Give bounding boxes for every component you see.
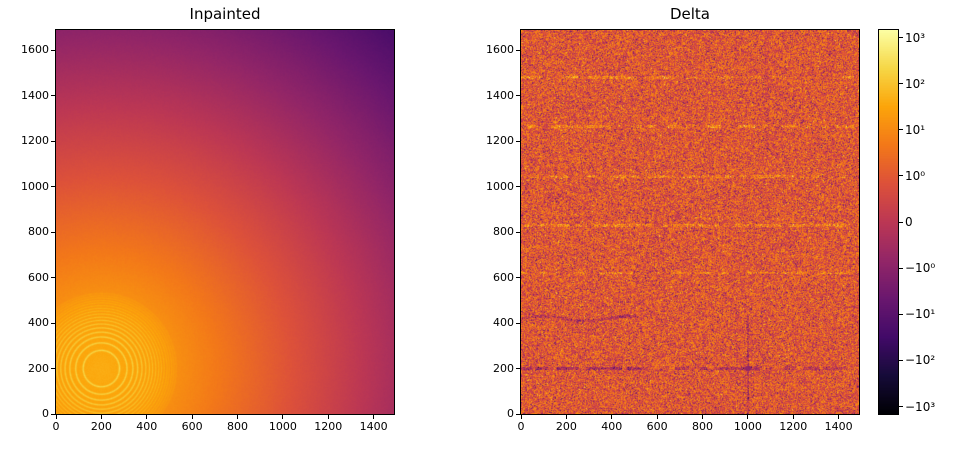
x-tick-mark xyxy=(327,415,329,419)
colorbar-tick-mark xyxy=(899,83,903,85)
y-tick-label: 200 xyxy=(493,361,514,375)
x-tick-label: 1400 xyxy=(824,420,853,433)
x-tick-mark xyxy=(146,415,148,419)
colorbar-tick-label: −10⁰ xyxy=(905,261,936,276)
y-tick-label: 800 xyxy=(493,225,514,239)
x-tick-mark xyxy=(701,415,703,419)
y-tick-mark xyxy=(51,322,55,324)
colorbar-tick-mark xyxy=(899,313,903,315)
delta-heatmap-image xyxy=(521,30,859,414)
y-tick-label: 1000 xyxy=(486,179,514,193)
y-tick-mark xyxy=(516,322,520,324)
y-tick-label: 1400 xyxy=(21,88,49,102)
y-tick-mark xyxy=(516,140,520,142)
subplot-title-delta: Delta xyxy=(669,5,711,23)
colorbar-tick-label: −10³ xyxy=(905,399,936,414)
colorbar-tick-label: −10¹ xyxy=(905,307,936,322)
colorbar-tick-label: 10⁰ xyxy=(905,168,926,183)
x-tick-mark xyxy=(792,415,794,419)
y-tick-mark xyxy=(51,368,55,370)
x-tick-label: 600 xyxy=(646,420,668,433)
x-tick-label: 1200 xyxy=(314,420,343,433)
y-tick-mark xyxy=(51,413,55,415)
y-tick-label: 0 xyxy=(42,407,49,420)
y-tick-label: 800 xyxy=(28,225,49,239)
y-tick-label: 1400 xyxy=(486,88,514,102)
y-tick-mark xyxy=(516,186,520,188)
y-tick-label: 1600 xyxy=(486,43,514,57)
x-tick-label: 1000 xyxy=(733,420,762,433)
y-tick-mark xyxy=(516,413,520,415)
x-tick-mark xyxy=(747,415,749,419)
y-tick-label: 400 xyxy=(493,316,514,330)
y-tick-label: 600 xyxy=(493,270,514,284)
colorbar-tick-label: 0 xyxy=(905,215,913,229)
y-tick-mark xyxy=(51,231,55,233)
x-tick-mark xyxy=(100,415,102,419)
colorbar-tick-mark xyxy=(899,221,903,223)
y-tick-mark xyxy=(51,95,55,97)
colorbar-tick-label: 10² xyxy=(905,76,926,91)
y-tick-mark xyxy=(51,49,55,51)
colorbar-gradient xyxy=(879,30,898,414)
inpainted-heatmap-image xyxy=(56,30,394,414)
x-tick-label: 1000 xyxy=(268,420,297,433)
x-tick-mark xyxy=(236,415,238,419)
y-tick-label: 0 xyxy=(507,407,514,420)
delta-axes xyxy=(520,29,860,415)
y-tick-mark xyxy=(51,186,55,188)
x-tick-label: 400 xyxy=(136,420,158,433)
x-tick-label: 200 xyxy=(555,420,577,433)
y-tick-label: 1000 xyxy=(21,179,49,193)
y-tick-mark xyxy=(516,95,520,97)
y-tick-label: 1200 xyxy=(486,134,514,148)
x-tick-mark xyxy=(282,415,284,419)
colorbar-tick-label: 10³ xyxy=(905,30,926,45)
x-tick-label: 0 xyxy=(52,420,60,433)
y-tick-label: 1600 xyxy=(21,43,49,57)
y-tick-label: 400 xyxy=(28,316,49,330)
x-tick-label: 0 xyxy=(517,420,525,433)
colorbar-tick-mark xyxy=(899,175,903,177)
x-tick-mark xyxy=(838,415,840,419)
y-tick-mark xyxy=(516,368,520,370)
colorbar-tick-mark xyxy=(899,267,903,269)
y-tick-mark xyxy=(516,49,520,51)
x-tick-label: 1400 xyxy=(359,420,388,433)
x-tick-mark xyxy=(191,415,193,419)
y-tick-mark xyxy=(516,231,520,233)
x-tick-label: 800 xyxy=(226,420,248,433)
x-tick-label: 200 xyxy=(90,420,112,433)
x-tick-mark xyxy=(55,415,57,419)
y-tick-mark xyxy=(51,277,55,279)
x-tick-mark xyxy=(611,415,613,419)
colorbar-tick-mark xyxy=(899,37,903,38)
colorbar-tick-label: −10² xyxy=(905,353,936,368)
colorbar-tick-mark xyxy=(899,129,903,131)
colorbar-tick-label: 10¹ xyxy=(905,122,926,137)
colorbar-tick-mark xyxy=(899,406,903,407)
x-tick-label: 1200 xyxy=(779,420,808,433)
y-tick-label: 200 xyxy=(28,361,49,375)
x-tick-mark xyxy=(373,415,375,419)
y-tick-mark xyxy=(516,277,520,279)
colorbar xyxy=(878,29,899,415)
x-tick-mark xyxy=(520,415,522,419)
x-tick-mark xyxy=(565,415,567,419)
subplot-title-inpainted: Inpainted xyxy=(189,5,261,23)
x-tick-label: 800 xyxy=(691,420,713,433)
x-tick-mark xyxy=(656,415,658,419)
x-tick-label: 600 xyxy=(181,420,203,433)
y-tick-label: 600 xyxy=(28,270,49,284)
colorbar-tick-mark xyxy=(899,359,903,361)
y-tick-label: 1200 xyxy=(21,134,49,148)
inpainted-axes xyxy=(55,29,395,415)
x-tick-label: 400 xyxy=(601,420,623,433)
y-tick-mark xyxy=(51,140,55,142)
